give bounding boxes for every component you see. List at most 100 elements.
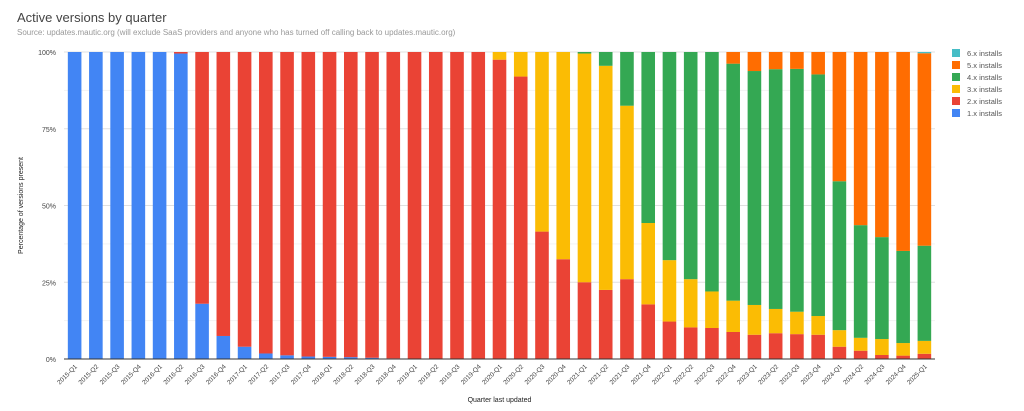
x-tick-label: 2018-Q4 [375,363,398,386]
bar-segment-3-x-installs [853,337,868,351]
legend: 6.x installs 5.x installs 4.x installs 3.x … [952,47,1002,119]
legend-swatch [952,85,960,93]
bar-segment-3-x-installs [641,222,656,305]
legend-item: 5.x installs [952,59,1002,71]
chart-title: Active versions by quarter [17,10,167,25]
bar-segment-2-x-installs [853,350,868,359]
bar-segment-6-x-installs [917,52,932,54]
x-tick-label: 2024-Q4 [885,363,908,386]
bar-segment-4-x-installs [577,52,592,54]
x-tick-label: 2015-Q1 [56,363,79,386]
bar-segment-1-x-installs [343,357,358,359]
bar-segment-1-x-installs [322,356,337,359]
bar-segment-3-x-installs [662,260,677,322]
legend-label: 1.x installs [967,108,1003,118]
x-tick-label: 2015-Q3 [99,363,122,386]
x-tick-label: 2024-Q2 [842,363,865,386]
bar-segment-5-x-installs [768,52,783,70]
bar-segment-4-x-installs [705,52,719,292]
y-tick-label: 100% [38,50,56,57]
bar-segment-5-x-installs [747,52,762,72]
bar-segment-3-x-installs [620,105,634,280]
x-tick-label: 2021-Q4 [630,363,653,386]
x-tick-label: 2017-Q1 [226,363,249,386]
x-tick-label: 2022-Q1 [651,363,674,386]
bar-segment-3-x-installs [811,316,825,335]
x-tick-label: 2023-Q2 [757,363,780,386]
legend-label: 5.x installs [967,60,1003,70]
bar-segment-2-x-installs [280,52,294,356]
x-tick-label: 2016-Q2 [162,363,185,386]
x-axis-label: Quarter last updated [468,397,532,404]
legend-label: 2.x installs [967,96,1003,106]
bar-segment-1-x-installs [67,52,82,359]
bar-segment-2-x-installs [322,52,337,357]
bar-segment-2-x-installs [492,59,507,360]
bar-segment-4-x-installs [641,52,656,223]
legend-swatch [952,109,960,117]
bar-segment-2-x-installs [747,334,762,359]
bar-segment-2-x-installs [811,334,825,359]
x-tick-label: 2017-Q3 [269,363,292,386]
bar-segment-1-x-installs [174,53,188,359]
x-tick-label: 2022-Q2 [672,363,695,386]
x-tick-label: 2018-Q2 [332,363,355,386]
legend-swatch [952,49,960,57]
bar-segment-2-x-installs [450,52,464,359]
legend-swatch [952,73,960,81]
bar-segment-1-x-installs [152,52,167,359]
bar-segment-2-x-installs [790,334,804,359]
bar-segment-2-x-installs [343,52,358,358]
bar-segment-2-x-installs [365,52,379,358]
bar-segment-2-x-installs [513,76,528,359]
bar-segment-2-x-installs [683,327,698,359]
x-tick-label: 2016-Q4 [205,363,228,386]
bar-segment-3-x-installs [768,308,783,334]
bar-segment-3-x-installs [705,291,719,328]
bar-segment-2-x-installs [662,321,677,359]
bar-segment-2-x-installs [386,52,401,359]
bar-segment-2-x-installs [535,231,549,359]
bar-segment-1-x-installs [259,353,273,359]
x-tick-label: 2025-Q1 [906,363,929,386]
bar-segment-3-x-installs [535,52,549,232]
bar-segment-1-x-installs [110,52,124,359]
bar-segment-2-x-installs [471,52,486,359]
bar-segment-2-x-installs [768,333,783,359]
bar-segment-2-x-installs [641,304,656,359]
x-tick-label: 2019-Q1 [396,363,419,386]
bar-segment-4-x-installs [790,68,804,312]
y-tick-label: 0% [46,357,56,364]
x-tick-label: 2015-Q2 [77,363,100,386]
bar-segment-5-x-installs [811,52,825,75]
x-tick-label: 2019-Q4 [460,363,483,386]
y-tick-label: 50% [42,204,56,211]
x-tick-label: 2022-Q3 [694,363,717,386]
bar-segment-2-x-installs [407,52,422,359]
legend-label: 6.x installs [967,48,1003,58]
legend-item: 3.x installs [952,83,1002,95]
bar-segment-4-x-installs [768,69,783,309]
legend-label: 3.x installs [967,84,1003,94]
bar-segment-2-x-installs [301,52,316,357]
x-tick-label: 2021-Q1 [566,363,589,386]
legend-swatch [952,61,960,69]
bar-segment-4-x-installs [811,74,825,317]
x-tick-label: 2020-Q4 [545,363,568,386]
bar-segment-2-x-installs [620,279,634,359]
bar-segment-2-x-installs [216,52,231,336]
bar-segment-2-x-installs [726,331,740,359]
bar-segment-4-x-installs [875,237,889,340]
bar-segment-3-x-installs [598,65,613,290]
bar-segment-4-x-installs [896,250,910,344]
x-tick-label: 2022-Q4 [715,363,738,386]
x-tick-label: 2019-Q3 [439,363,462,386]
bar-segment-3-x-installs [790,311,804,335]
bar-segment-1-x-installs [365,357,379,359]
bar-segment-2-x-installs [428,52,443,359]
x-tick-label: 2020-Q1 [481,363,504,386]
bar-segment-1-x-installs [280,355,294,359]
bar-segment-3-x-installs [556,52,571,260]
bar-segment-3-x-installs [832,330,847,347]
legend-item: 6.x installs [952,47,1002,59]
